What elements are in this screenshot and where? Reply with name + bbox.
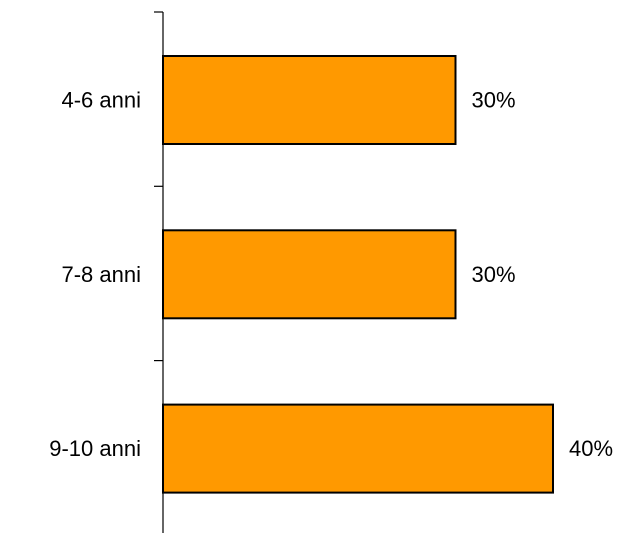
category-label: 9-10 anni (49, 436, 141, 461)
data-label: 30% (472, 262, 516, 287)
data-label: 40% (569, 436, 613, 461)
data-labels: 30% 30% 40% (472, 88, 614, 462)
bars (162, 55, 554, 494)
data-label: 30% (472, 88, 516, 113)
category-label: 4-6 anni (61, 88, 141, 113)
bar (162, 403, 554, 494)
category-labels: 4-6 anni 7-8 anni 9-10 anni (49, 88, 141, 462)
bar (162, 229, 457, 320)
bar (162, 55, 457, 145)
category-label: 7-8 anni (61, 262, 141, 287)
y-axis (154, 11, 164, 533)
